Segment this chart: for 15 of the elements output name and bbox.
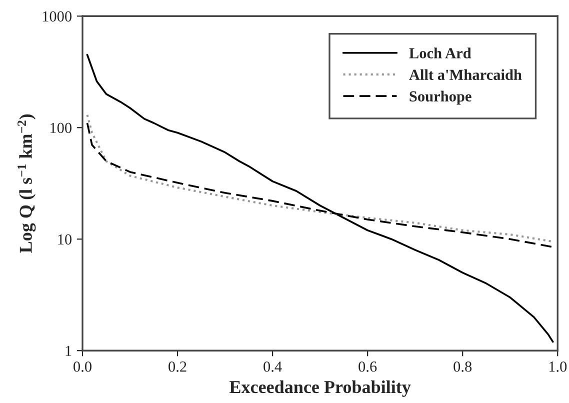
legend-label: Sourhope [410, 90, 472, 105]
legend-label: Allt a'Mharcaidh [409, 69, 522, 80]
x-tick-label: 0.8 [454, 361, 472, 372]
x-tick-label: 1.0 [549, 361, 567, 372]
y-tick-label: 10 [58, 234, 72, 245]
x-tick-label: 0.6 [358, 361, 377, 372]
x-tick-label: 0.2 [168, 361, 186, 372]
x-tick-label: 0.4 [264, 361, 282, 372]
y-tick-label: 1 [66, 346, 72, 356]
y-tick-label: 100 [50, 122, 72, 134]
legend-label: Loch Ard [409, 48, 472, 58]
x-axis-title: Exceedance Probability [230, 380, 411, 397]
y-tick-label: 1000 [42, 11, 72, 22]
x-tick-label: 0.0 [74, 361, 92, 372]
y-axis-title: Log Q (l s$^{−1}$ km$^{−2}$) [18, 114, 36, 253]
